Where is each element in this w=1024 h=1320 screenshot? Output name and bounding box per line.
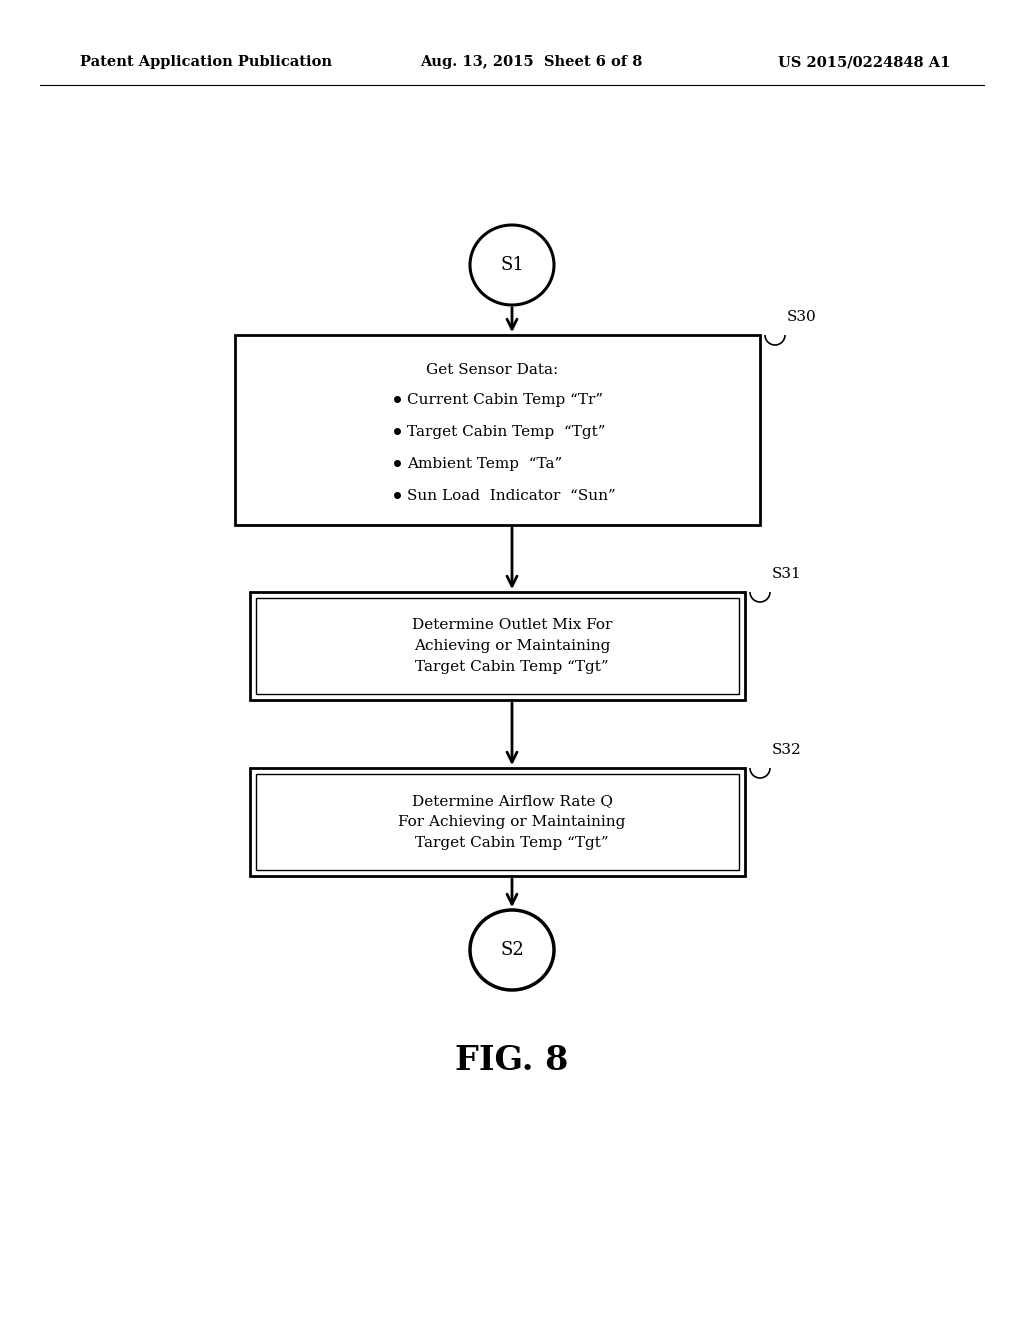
Text: Patent Application Publication: Patent Application Publication bbox=[80, 55, 332, 69]
Text: S30: S30 bbox=[787, 310, 817, 323]
Text: US 2015/0224848 A1: US 2015/0224848 A1 bbox=[777, 55, 950, 69]
Text: Get Sensor Data:: Get Sensor Data: bbox=[426, 363, 558, 378]
Text: S2: S2 bbox=[500, 941, 524, 960]
Text: S1: S1 bbox=[500, 256, 524, 275]
Bar bbox=[234, 335, 760, 525]
Text: Determine Outlet Mix For
Achieving or Maintaining
Target Cabin Temp “Tgt”: Determine Outlet Mix For Achieving or Ma… bbox=[412, 618, 612, 673]
Text: Sun Load  Indicator  “Sun”: Sun Load Indicator “Sun” bbox=[407, 488, 615, 503]
Bar bbox=[256, 774, 739, 870]
Text: Determine Airflow Rate Q
For Achieving or Maintaining
Target Cabin Temp “Tgt”: Determine Airflow Rate Q For Achieving o… bbox=[398, 795, 626, 850]
Ellipse shape bbox=[470, 909, 554, 990]
Text: Target Cabin Temp  “Tgt”: Target Cabin Temp “Tgt” bbox=[407, 425, 605, 440]
Ellipse shape bbox=[470, 224, 554, 305]
Text: Ambient Temp  “Ta”: Ambient Temp “Ta” bbox=[407, 457, 562, 471]
Text: FIG. 8: FIG. 8 bbox=[456, 1044, 568, 1077]
Text: Aug. 13, 2015  Sheet 6 of 8: Aug. 13, 2015 Sheet 6 of 8 bbox=[420, 55, 642, 69]
Bar bbox=[256, 598, 739, 694]
Text: S31: S31 bbox=[772, 568, 802, 581]
Text: S32: S32 bbox=[772, 743, 802, 756]
Bar bbox=[250, 591, 745, 700]
Text: Current Cabin Temp “Tr”: Current Cabin Temp “Tr” bbox=[407, 393, 603, 407]
Bar bbox=[250, 768, 745, 876]
